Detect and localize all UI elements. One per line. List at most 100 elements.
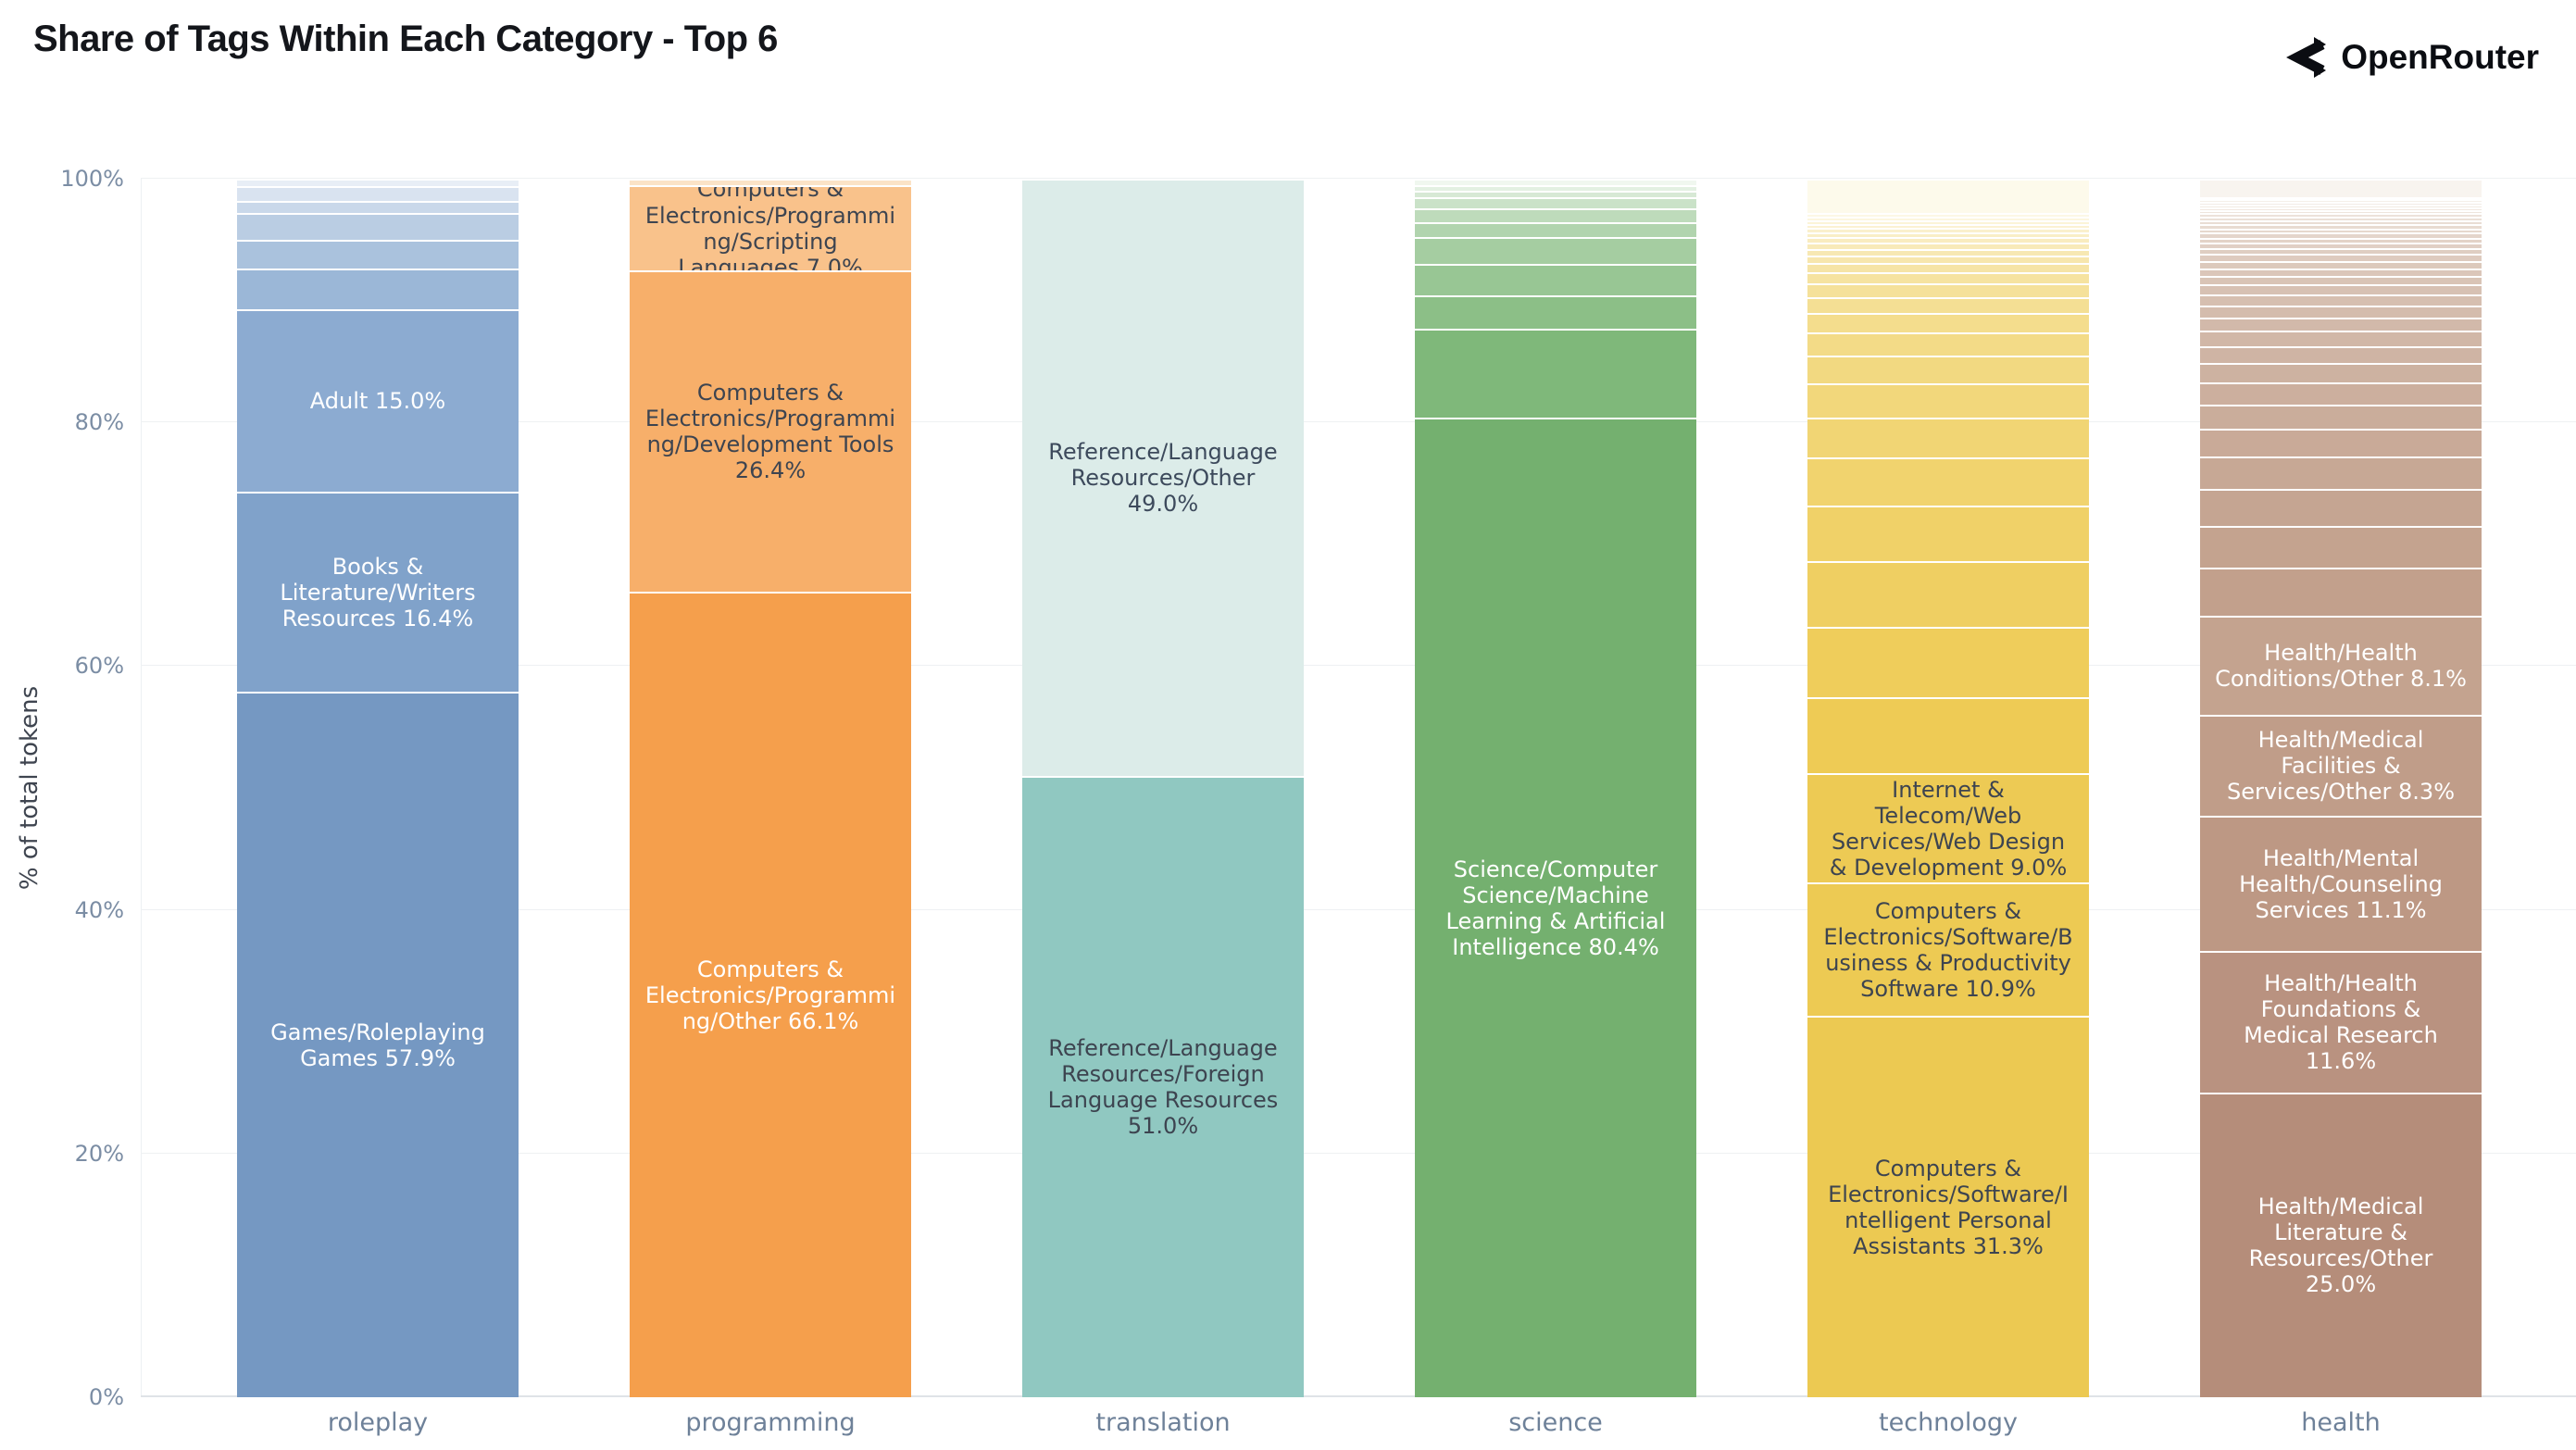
bar-segment-minor <box>1807 263 2089 273</box>
bar-segment-minor <box>2200 284 2482 294</box>
bar-segment: Internet & Telecom/Web Services/Web Desi… <box>1807 773 2089 883</box>
bar-segment-minor <box>1415 207 1696 223</box>
openrouter-logo: OpenRouter <box>2283 37 2539 78</box>
bar-segment-minor <box>1415 237 1696 265</box>
bar-translation: Reference/Language Resources/Other 49.0%… <box>1022 179 1304 1397</box>
bar-segment-minor <box>2200 363 2482 383</box>
bar-segment-minor <box>2200 276 2482 285</box>
bar-segment-minor <box>1807 248 2089 256</box>
bar-segment-minor <box>2200 196 2482 200</box>
segment-label: Health/Health Foundations & Medical Rese… <box>2244 970 2438 1075</box>
bar-segment-minor <box>1415 184 1696 192</box>
bar-segment-minor <box>2200 247 2482 255</box>
bar-segment: Computers & Electronics/Programming/Othe… <box>630 592 911 1397</box>
bar-segment-minor <box>2200 199 2482 202</box>
bar-segment-minor <box>1807 561 2089 628</box>
bar-segment-minor <box>237 269 519 309</box>
bar-segment-minor <box>1807 417 2089 458</box>
bar-segment-minor <box>2200 305 2482 318</box>
y-tick-0: 0% <box>88 1384 124 1410</box>
bar-slot-programming: Computers & Electronics/Programming/Scri… <box>574 179 967 1437</box>
bar-segment-minor <box>2200 237 2482 243</box>
bar-segment-minor <box>1807 627 2089 698</box>
bar-segment-minor <box>1415 196 1696 208</box>
gridline-80 <box>141 421 2576 423</box>
bar-segment: Computers & Electronics/Programming/Deve… <box>630 269 911 593</box>
gridline-0 <box>141 1395 2576 1397</box>
bar-segment-minor <box>2200 268 2482 277</box>
y-tick-100: 100% <box>60 166 124 192</box>
bar-segment-minor <box>1415 328 1696 418</box>
bar-slot-health: Health/Health Conditions/Other 8.1% Healt… <box>2145 179 2537 1437</box>
segment-label: Books & Literature/Writers Resources 16.… <box>280 553 476 632</box>
bar-segment-minor <box>2200 201 2482 205</box>
bar-segment-minor <box>2200 228 2482 233</box>
bar-segment-minor <box>2200 567 2482 617</box>
bar-science: Science/Computer Science/Machine Learnin… <box>1415 179 1696 1397</box>
bar-segment-minor <box>1807 228 2089 232</box>
segment-label: Reference/Language Resources/Foreign Lan… <box>1047 1035 1279 1140</box>
bar-segment-minor <box>1807 312 2089 332</box>
x-tick-technology: technology <box>1879 1408 2018 1437</box>
bar-segment-minor <box>237 185 519 201</box>
bar-slot-translation: Reference/Language Resources/Other 49.0%… <box>967 179 1359 1437</box>
bar-segment-minor <box>237 200 519 213</box>
bar-health: Health/Health Conditions/Other 8.1% Healt… <box>2200 179 2482 1397</box>
bar-segment-minor <box>2200 254 2482 261</box>
bar-segment-minor <box>1415 222 1696 238</box>
bar-segment: Health/Mental Health/Counseling Services… <box>2200 815 2482 952</box>
bar-segment-minor <box>1807 237 2089 244</box>
bar-segment-minor <box>1807 255 2089 264</box>
bar-segment: Games/Roleplaying Games 57.9% <box>237 691 519 1397</box>
bar-slot-science: Science/Computer Science/Machine Learnin… <box>1359 179 1752 1437</box>
segment-label: Health/Medical Literature & Resources/Ot… <box>2248 1194 2433 1298</box>
segment-label: Science/Computer Science/Machine Learnin… <box>1445 856 1666 960</box>
bar-segment-minor <box>2200 489 2482 526</box>
bar-segment-minor <box>2200 232 2482 238</box>
y-axis-line <box>141 179 142 1397</box>
bar-segment-minor <box>1415 191 1696 197</box>
gridline-100 <box>141 178 2576 179</box>
segment-label: Internet & Telecom/Web Services/Web Desi… <box>1829 777 2068 881</box>
bar-segment: Science/Computer Science/Machine Learnin… <box>1415 417 1696 1397</box>
bar-segment-minor <box>1807 382 2089 418</box>
bar-segment-minor <box>2200 429 2482 457</box>
bar-segment-minor <box>2200 404 2482 430</box>
bar-segment: Computers & Electronics/Software/Busines… <box>1807 882 2089 1016</box>
bar-slot-technology: Internet & Telecom/Web Services/Web Desi… <box>1752 179 2145 1437</box>
bar-segment-minor <box>2200 242 2482 248</box>
bar-roleplay: Adult 15.0% Books & Literature/Writers Re… <box>237 179 519 1397</box>
bar-segment-minor <box>2200 456 2482 490</box>
bar-segment-minor <box>2200 204 2482 207</box>
bar-segment-minor <box>1807 505 2089 562</box>
y-tick-20: 20% <box>74 1140 124 1167</box>
segment-label: Health/Mental Health/Counseling Services… <box>2239 844 2443 924</box>
bar-slot-roleplay: Adult 15.0% Books & Literature/Writers Re… <box>181 179 574 1437</box>
bar-segment-minor <box>237 239 519 269</box>
bar-programming: Computers & Electronics/Programming/Scri… <box>630 179 911 1397</box>
segment-label: Computers & Electronics/Software/Intelli… <box>1828 1155 2069 1259</box>
bar-segment-minor <box>1415 179 1696 185</box>
segment-label: Health/Medical Facilities & Services/Oth… <box>2226 727 2456 806</box>
y-tick-60: 60% <box>74 653 124 680</box>
bar-segment-minor <box>1807 216 2089 220</box>
bar-segment-minor <box>1807 219 2089 224</box>
bar-segment-minor <box>237 179 519 186</box>
gridline-20 <box>141 1152 2576 1154</box>
bar-segment-minor <box>1415 295 1696 329</box>
y-axis-ticks: 0% 20% 40% 60% 80% 100% <box>0 166 130 1410</box>
bar-segment-minor <box>2200 345 2482 364</box>
bar-segment-minor <box>1807 331 2089 356</box>
page-title: Share of Tags Within Each Category - Top… <box>33 19 778 59</box>
bar-segment-minor <box>2200 206 2482 211</box>
segment-label: Games/Roleplaying Games 57.9% <box>270 1019 485 1071</box>
bar-segment-minor <box>2200 260 2482 269</box>
bar-segment-minor <box>630 179 911 185</box>
bar-segment-minor <box>1807 212 2089 217</box>
bar-segment: Reference/Language Resources/Foreign Lan… <box>1022 775 1304 1397</box>
bar-segment-minor <box>2200 317 2482 331</box>
bar-segment-minor <box>1807 179 2089 213</box>
bars-row: Adult 15.0% Books & Literature/Writers Re… <box>181 179 2537 1437</box>
x-tick-health: health <box>2301 1408 2381 1437</box>
bar-segment: Health/Medical Literature & Resources/Ot… <box>2200 1092 2482 1397</box>
